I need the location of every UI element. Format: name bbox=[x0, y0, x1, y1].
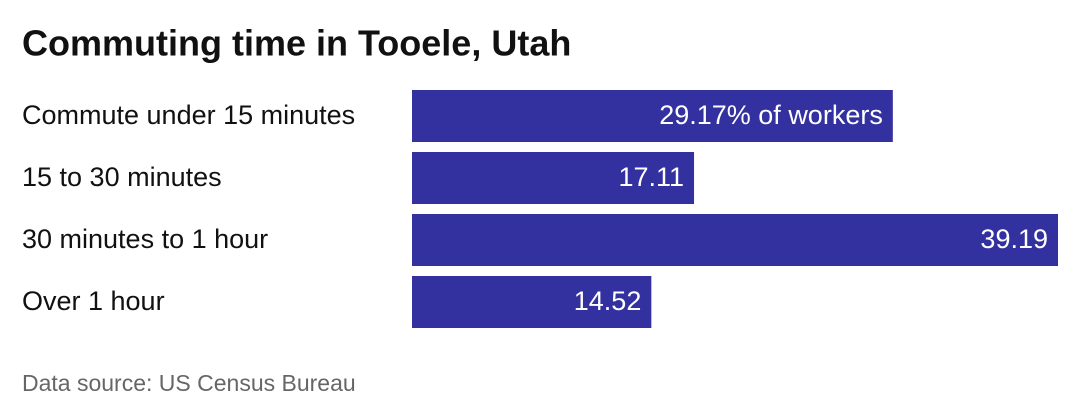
source-note: Data source: US Census Bureau bbox=[22, 370, 356, 396]
value-label: 29.17% of workers bbox=[659, 100, 883, 130]
chart-title: Commuting time in Tooele, Utah bbox=[22, 23, 571, 64]
value-label: 17.11 bbox=[618, 162, 684, 192]
category-label: Commute under 15 minutes bbox=[22, 100, 355, 130]
bar bbox=[412, 90, 893, 142]
category-label: 30 minutes to 1 hour bbox=[22, 224, 268, 254]
category-label: Over 1 hour bbox=[22, 286, 165, 316]
value-label: 14.52 bbox=[574, 286, 642, 316]
bar bbox=[412, 276, 652, 328]
category-label: 15 to 30 minutes bbox=[22, 162, 222, 192]
value-label: 39.19 bbox=[980, 224, 1048, 254]
bar bbox=[412, 214, 1058, 266]
bar bbox=[412, 152, 695, 204]
